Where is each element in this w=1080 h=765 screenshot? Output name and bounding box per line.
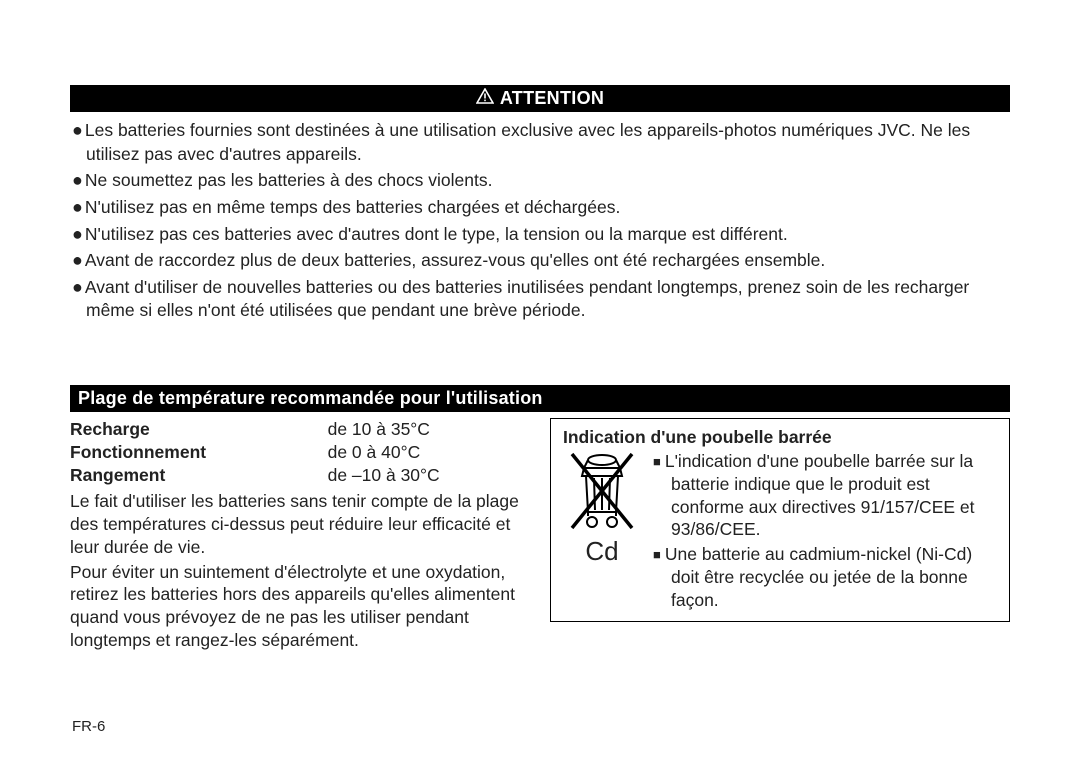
temperature-paragraph: Le fait d'utiliser les batteries sans te… [70, 490, 530, 558]
temperature-column: Recharge de 10 à 35°C Fonctionnement de … [70, 418, 530, 654]
cd-label: Cd [563, 536, 641, 567]
warning-icon [476, 88, 494, 109]
weee-note: ■L'indication d'une poubelle barrée sur … [653, 450, 997, 541]
attention-bullet: ●N'utilisez pas ces batteries avec d'aut… [72, 222, 1008, 247]
table-row: Fonctionnement de 0 à 40°C [70, 441, 530, 464]
weee-note: ■Une batterie au cadmium-nickel (Ni-Cd) … [653, 543, 997, 611]
temp-value: de –10 à 30°C [328, 464, 530, 487]
attention-title: ATTENTION [500, 88, 604, 109]
temperature-paragraph: Pour éviter un suintement d'électrolyte … [70, 561, 530, 652]
temp-value: de 10 à 35°C [328, 418, 530, 441]
weee-notes: ■L'indication d'une poubelle barrée sur … [653, 450, 997, 613]
attention-bullet-list: ●Les batteries fournies sont destinées à… [70, 118, 1010, 323]
weee-symbol-block: Cd [563, 450, 641, 567]
temperature-title: Plage de température recommandée pour l'… [78, 388, 543, 408]
crossed-bin-icon [566, 450, 638, 534]
attention-bullet: ●Avant de raccordez plus de deux batteri… [72, 248, 1008, 273]
attention-bullet: ●Avant d'utiliser de nouvelles batteries… [72, 275, 1008, 323]
table-row: Recharge de 10 à 35°C [70, 418, 530, 441]
page-number: FR-6 [72, 718, 105, 735]
temp-value: de 0 à 40°C [328, 441, 530, 464]
temp-label: Recharge [70, 418, 328, 441]
table-row: Rangement de –10 à 30°C [70, 464, 530, 487]
attention-bullet: ●N'utilisez pas en même temps des batter… [72, 195, 1008, 220]
weee-info-box: Indication d'une poubelle barrée [550, 418, 1010, 622]
attention-bullet: ●Ne soumettez pas les batteries à des ch… [72, 168, 1008, 193]
attention-banner: ATTENTION [70, 85, 1010, 112]
temp-label: Rangement [70, 464, 328, 487]
attention-bullet: ●Les batteries fournies sont destinées à… [72, 118, 1008, 166]
temp-label: Fonctionnement [70, 441, 328, 464]
temperature-banner: Plage de température recommandée pour l'… [70, 385, 1010, 412]
temperature-table: Recharge de 10 à 35°C Fonctionnement de … [70, 418, 530, 486]
weee-title: Indication d'une poubelle barrée [563, 427, 997, 448]
